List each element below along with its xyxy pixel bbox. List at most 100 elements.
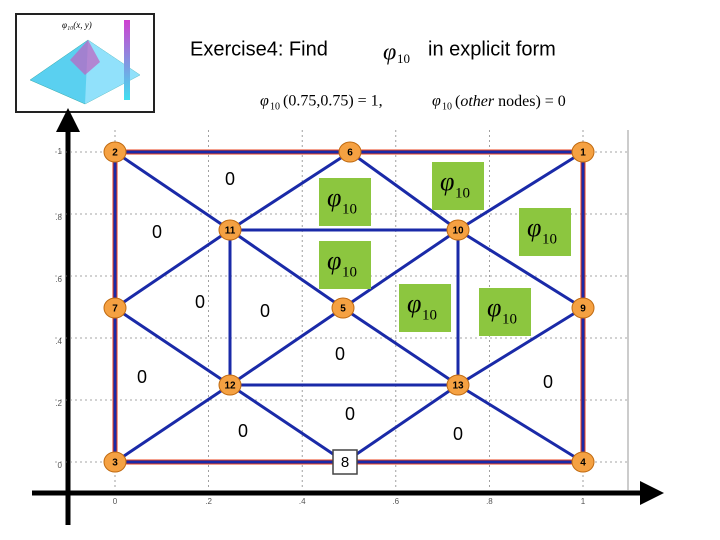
node-label: 3 [112, 458, 118, 469]
formula-1: (0.75,0.75) = 1, [283, 93, 383, 110]
node [446, 219, 470, 241]
y-tick-label: 1 [58, 147, 63, 156]
phi-sub: 10 [422, 307, 437, 323]
title-phi-sub: 10 [397, 51, 410, 66]
phi-symbol: φ [327, 183, 341, 212]
mesh-edge [228, 306, 345, 387]
x-tick-label: .4 [299, 497, 306, 506]
phi-box: φ 10 [432, 162, 484, 210]
zero-label: 0 [137, 367, 147, 387]
node [331, 297, 355, 319]
node-label: 6 [347, 148, 353, 159]
mesh-edge [456, 228, 585, 310]
mesh-edge [113, 383, 232, 464]
phi-box: φ 10 [519, 208, 571, 256]
title-suffix: in explicit form [428, 38, 556, 60]
formula-phi-sub: 10 [442, 101, 452, 112]
node-label: 12 [224, 381, 236, 392]
zero-label: 0 [543, 372, 553, 392]
mesh-edge [341, 228, 460, 310]
phi-box-bg [479, 288, 531, 336]
zero-label: 0 [238, 421, 248, 441]
y-arrow [56, 108, 80, 132]
phi-sub: 10 [455, 185, 470, 201]
mesh-edge [113, 150, 232, 232]
formula-phi: φ [432, 93, 441, 110]
x-tick-label: .2 [205, 497, 212, 506]
node-label: 8 [341, 454, 349, 471]
phi-symbol: φ [327, 246, 341, 275]
node-label: 2 [112, 148, 118, 159]
phi-box-bg [319, 178, 371, 226]
node [103, 141, 127, 163]
phi-symbol: φ [440, 167, 454, 196]
node-label: 7 [112, 304, 118, 315]
x-tick-label: 1 [581, 497, 586, 506]
mesh-edge [228, 150, 352, 232]
node-label: 1 [580, 148, 586, 159]
node-label: 9 [580, 304, 586, 315]
mesh-edge [456, 383, 585, 464]
mesh-edge [113, 306, 232, 387]
phi-box: φ 10 [319, 241, 371, 289]
mesh-edge [228, 383, 347, 464]
zero-label: 0 [453, 424, 463, 444]
x-arrow [640, 481, 664, 505]
mesh-edge [343, 383, 460, 464]
phi-box-bg [432, 162, 484, 210]
y-tick-label: 0 [58, 461, 63, 470]
phi-box-bg [519, 208, 571, 256]
zero-label: 0 [260, 301, 270, 321]
y-tick-label: .8 [55, 213, 62, 222]
phi-symbol: φ [527, 213, 541, 242]
node-label: 4 [580, 458, 586, 469]
mesh-edge [456, 150, 585, 232]
node [218, 374, 242, 396]
phi-symbol: φ [487, 293, 501, 322]
phi-box-bg [319, 241, 371, 289]
formula-phi-sub: 10 [270, 101, 280, 112]
phi-sub: 10 [502, 311, 517, 327]
zero-label: 0 [152, 222, 162, 242]
node [218, 219, 242, 241]
zero-label: 0 [225, 169, 235, 189]
thumbnail: φ₁₀(x, y) [15, 13, 155, 113]
zero-label: 0 [345, 404, 355, 424]
mesh-edge [341, 306, 460, 387]
formula-2: (other nodes) = 0 [455, 93, 566, 110]
phi-box: φ 10 [399, 284, 451, 332]
node [338, 141, 362, 163]
phi-box: φ 10 [479, 288, 531, 336]
node-label: 11 [225, 226, 236, 237]
node-label: 5 [340, 304, 346, 315]
node [446, 374, 470, 396]
zero-label: 0 [335, 344, 345, 364]
x-tick-label: .6 [392, 497, 399, 506]
node [103, 451, 127, 473]
mesh-edge [113, 228, 232, 310]
phi-sub: 10 [342, 201, 357, 217]
x-tick-label: .8 [486, 497, 493, 506]
node-label: 13 [452, 381, 464, 392]
thumb-label: φ₁₀(x, y) [62, 20, 92, 30]
node [571, 141, 595, 163]
phi-box: φ 10 [319, 178, 371, 226]
mesh-edge [348, 150, 460, 232]
node-box [332, 449, 358, 475]
x-tick-label: 0 [113, 497, 118, 506]
y-tick-label: .4 [55, 337, 62, 346]
mesh-edge [456, 306, 585, 387]
node [571, 297, 595, 319]
formula-phi: φ [260, 93, 269, 110]
phi-sub: 10 [542, 231, 557, 247]
node [103, 297, 127, 319]
phi-box-bg [399, 284, 451, 332]
y-tick-label: .2 [55, 399, 62, 408]
node [571, 451, 595, 473]
y-tick-label: .6 [55, 275, 62, 284]
zero-label: 0 [195, 292, 205, 312]
mesh-edge [228, 228, 345, 310]
phi-symbol: φ [407, 289, 421, 318]
title-prefix: Exercise4: Find [190, 38, 328, 60]
